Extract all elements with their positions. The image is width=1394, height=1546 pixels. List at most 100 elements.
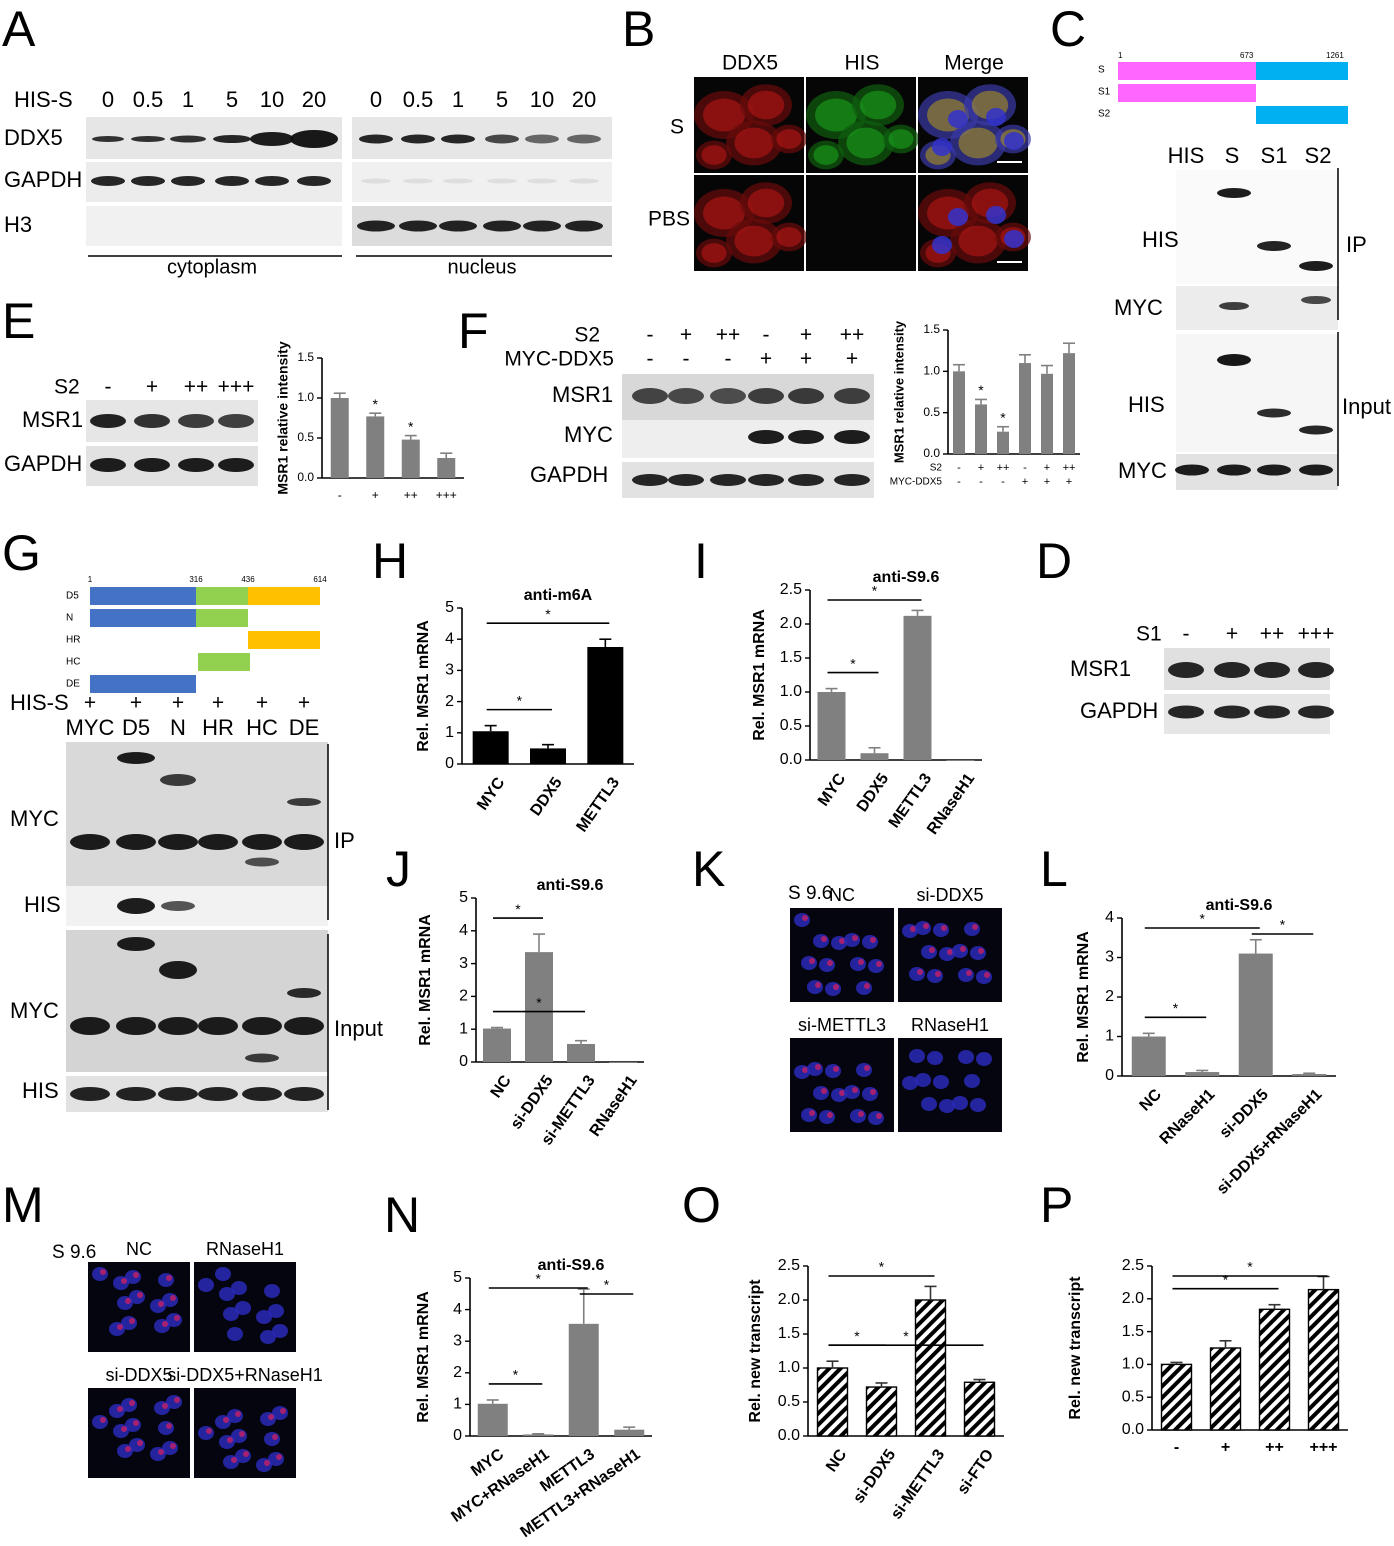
nucleus-shape [109, 1404, 125, 1418]
blot-band [483, 220, 521, 232]
y-tick-label: 2.5 [778, 1257, 800, 1274]
panel-letter-e: E [2, 293, 35, 349]
fraction-label-cytoplasm: cytoplasm [167, 256, 257, 278]
x-tick-label: +++ [1309, 1439, 1337, 1456]
rloop-dot [231, 1457, 237, 1463]
blot-band [565, 220, 603, 232]
nucleus-shape [868, 959, 884, 973]
cell-shape [846, 127, 886, 159]
blot-band [70, 834, 110, 850]
bar [1292, 1074, 1327, 1076]
panel-letter-i: I [694, 533, 708, 589]
lane-sign: - [725, 348, 732, 371]
y-tick-label: 1.0 [778, 1359, 800, 1376]
lane-label: +++ [1298, 623, 1335, 646]
y-tick-label: 0.5 [297, 430, 314, 444]
blot-strip [622, 420, 874, 458]
stain-label-k: S 9.6 [788, 883, 832, 904]
nucleus-shape [970, 1098, 986, 1112]
bar [816, 1367, 849, 1437]
lane-sign: - [763, 324, 770, 347]
nucleus-shape [933, 923, 949, 937]
y-tick-label: 5 [459, 889, 468, 906]
treatment-label-s2: S2 [574, 324, 600, 347]
lane-label: - [105, 376, 112, 399]
rloop-dot [166, 1423, 172, 1429]
y-tick-label: 0 [1105, 1067, 1114, 1084]
y-tick-label: 1 [453, 1396, 462, 1413]
rloop-dot [280, 1408, 286, 1414]
panel-letter-n: N [384, 1187, 420, 1243]
treatment-label-myc-ddx5: MYC-DDX5 [504, 348, 614, 371]
nucleus-shape [986, 206, 1006, 224]
nucleus-shape [801, 1108, 817, 1122]
cell-shape [747, 188, 785, 218]
nucleus-shape [264, 1284, 280, 1298]
x-tick-label: si-FTO [954, 1447, 997, 1498]
y-axis-label: Rel. new transcript [747, 1279, 764, 1423]
x-tick-label: DDX5 [527, 774, 565, 819]
x-tick-label: RNaseH1 [1157, 1086, 1219, 1148]
panel-letter-p: P [1040, 1177, 1073, 1233]
fraction-label-nucleus: nucleus [448, 256, 517, 278]
blot-band [171, 176, 205, 186]
rloop-dot [223, 1417, 229, 1423]
x-tick-label: DDX5 [854, 770, 892, 815]
micro-image [806, 175, 916, 271]
blot-band [632, 388, 668, 404]
nucleus-shape [933, 1075, 949, 1089]
rloop-dot [876, 1113, 882, 1119]
nucleus-shape [964, 1074, 980, 1088]
y-tick-label: 0.0 [923, 446, 940, 460]
rloop-dot [272, 1434, 278, 1440]
lane-label: +++ [218, 376, 255, 399]
blot-band [117, 937, 155, 951]
rloop-dot [166, 1275, 172, 1281]
y-tick-label: 5 [453, 1269, 462, 1286]
rloop-dot [235, 1411, 241, 1417]
x-tick-label: - [1023, 462, 1027, 474]
blot-band [668, 388, 704, 404]
bar [1209, 1347, 1242, 1431]
nucleus-shape [219, 1435, 235, 1449]
blot-band [403, 178, 433, 184]
domain-d5-helicase [90, 587, 196, 605]
y-tick-label: 1 [445, 724, 454, 741]
group-label-input: Input [334, 1016, 383, 1041]
significance-star: * [879, 1259, 885, 1275]
blot-band [1168, 662, 1204, 678]
lane-sign: + [800, 324, 812, 347]
blot-band [1257, 464, 1291, 476]
nucleus-shape [909, 967, 925, 981]
cell-shape [888, 129, 914, 149]
blot-band [287, 798, 321, 806]
panel-letter-m: M [2, 1177, 44, 1233]
blot-band [441, 134, 475, 144]
blot-band [748, 430, 784, 444]
blot-band [834, 388, 870, 404]
blot-row-label-myc: MYC [564, 422, 613, 447]
blot-band [178, 414, 214, 428]
treatment-label-s2: S2 [54, 376, 80, 399]
y-tick-label: 0.0 [1122, 1421, 1144, 1438]
blot-band [788, 430, 824, 444]
blot-row-label-msr1: MSR1 [22, 407, 83, 432]
y-tick-label: 1.5 [1122, 1323, 1144, 1340]
lane-label: + [1226, 623, 1238, 646]
rloop-dot [833, 984, 839, 990]
blot-band [284, 1087, 324, 1101]
rloop-dot [170, 1443, 176, 1449]
blot-band [198, 1017, 238, 1035]
nucleus-shape [952, 944, 968, 958]
lane-label: 0 [102, 87, 114, 112]
nucleus-shape [825, 982, 841, 996]
micro-label: RNaseH1 [911, 1015, 989, 1035]
construct-bar-s-c [1256, 62, 1348, 80]
blot-row-label-his: HIS [22, 1078, 59, 1103]
y-tick-label: 1.0 [780, 683, 802, 700]
significance-star: * [517, 692, 523, 708]
nucleus-shape [235, 1301, 251, 1315]
bar [530, 748, 566, 764]
blot-band [1168, 705, 1204, 719]
